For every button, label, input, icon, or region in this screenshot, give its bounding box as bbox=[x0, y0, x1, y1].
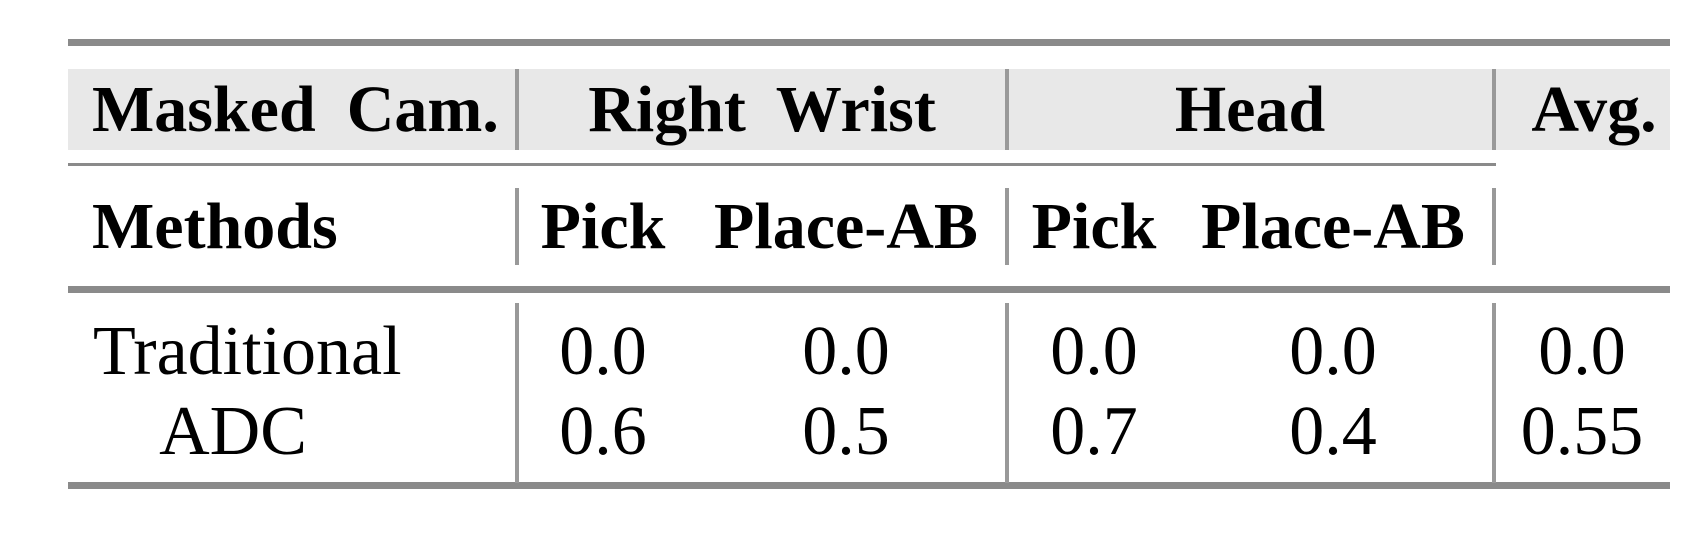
value-head-pick: 0.7 bbox=[1050, 393, 1138, 470]
value-avg: 0.0 bbox=[1538, 313, 1626, 390]
value-head-place-ab: 0.4 bbox=[1289, 393, 1377, 470]
column-divider-1-header1 bbox=[515, 69, 519, 150]
column-divider-3-header2 bbox=[1492, 188, 1496, 265]
column-divider-2-header2 bbox=[1005, 188, 1009, 265]
value-rw-pick: 0.6 bbox=[559, 393, 647, 470]
column-divider-3-body bbox=[1492, 303, 1496, 483]
header-avg: Avg. bbox=[1531, 73, 1657, 146]
table-row-traditional: Traditional 0.0 0.0 0.0 0.0 0.0 bbox=[0, 304, 1698, 400]
column-divider-1-header2 bbox=[515, 188, 519, 265]
header-right-wrist-group: Right Wrist bbox=[588, 73, 936, 146]
table-row-adc: ADC 0.6 0.5 0.7 0.4 0.55 bbox=[0, 384, 1698, 480]
value-head-place-ab: 0.0 bbox=[1289, 313, 1377, 390]
header-row-2: Methods Pick Place-AB Pick Place-AB bbox=[0, 179, 1698, 275]
header-methods: Methods bbox=[92, 190, 338, 263]
header-background-band bbox=[68, 69, 1670, 150]
column-divider-3-header1 bbox=[1492, 69, 1496, 150]
value-rw-place-ab: 0.0 bbox=[802, 313, 890, 390]
method-label: ADC bbox=[159, 393, 307, 470]
value-avg: 0.55 bbox=[1520, 393, 1644, 470]
header-separator-rule bbox=[68, 163, 1496, 166]
header-head-place-ab: Place-AB bbox=[1201, 190, 1465, 263]
column-divider-2-header1 bbox=[1005, 69, 1009, 150]
header-masked-cam: Masked Cam. bbox=[92, 73, 499, 146]
column-divider-2-body bbox=[1005, 303, 1009, 483]
header-head-group: Head bbox=[1174, 73, 1326, 146]
header-right-wrist-pick: Pick bbox=[540, 190, 666, 263]
header-row-1: Masked Cam. Right Wrist Head Avg. bbox=[0, 69, 1698, 150]
value-head-pick: 0.0 bbox=[1050, 313, 1138, 390]
value-rw-pick: 0.0 bbox=[559, 313, 647, 390]
column-divider-1-body bbox=[515, 303, 519, 483]
table-bottom-rule bbox=[68, 482, 1670, 489]
value-rw-place-ab: 0.5 bbox=[802, 393, 890, 470]
method-label: Traditional bbox=[93, 313, 402, 390]
header-head-pick: Pick bbox=[1031, 190, 1157, 263]
header-right-wrist-place-ab: Place-AB bbox=[714, 190, 978, 263]
table-top-rule bbox=[68, 39, 1670, 46]
header-body-rule bbox=[68, 286, 1670, 293]
